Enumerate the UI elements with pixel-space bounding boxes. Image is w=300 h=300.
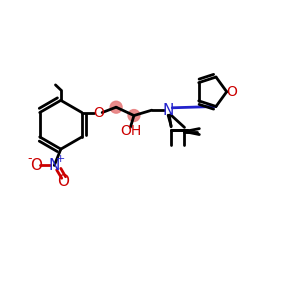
Text: O: O bbox=[93, 106, 104, 120]
Text: OH: OH bbox=[120, 124, 141, 138]
Text: -: - bbox=[27, 152, 32, 165]
Circle shape bbox=[110, 101, 122, 113]
Text: N: N bbox=[162, 103, 174, 118]
Text: N: N bbox=[49, 158, 60, 173]
Circle shape bbox=[128, 110, 140, 122]
Text: +: + bbox=[56, 154, 65, 164]
Text: O: O bbox=[226, 85, 238, 99]
Text: O: O bbox=[30, 158, 42, 173]
Text: O: O bbox=[57, 174, 69, 189]
